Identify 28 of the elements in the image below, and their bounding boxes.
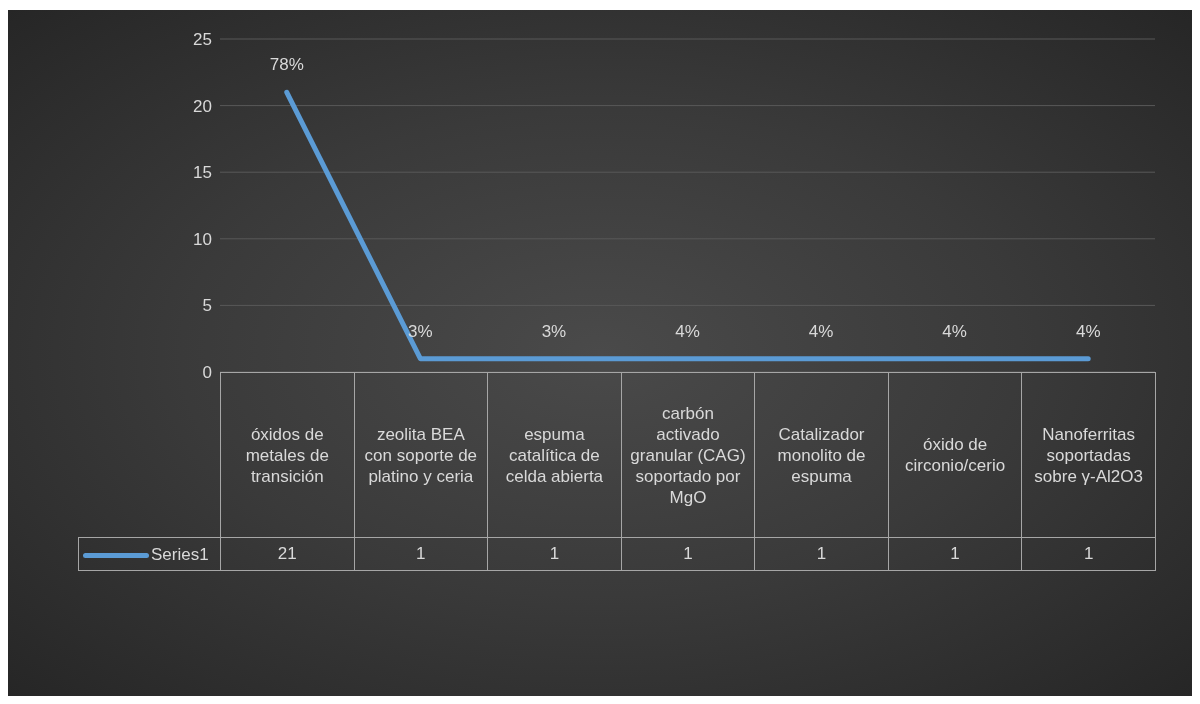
y-tick-label: 5	[202, 296, 212, 316]
legend-label: Series1	[151, 545, 209, 566]
data-label: 1	[354, 537, 488, 571]
x-tick-label: Nanoferritas soportadas sobre γ-Al2O3	[1021, 372, 1156, 538]
data-label: 1	[1021, 537, 1156, 571]
data-label: 21	[220, 537, 355, 571]
data-label: 1	[487, 537, 622, 571]
annotation: 4%	[1075, 321, 1101, 341]
data-label: 1	[754, 537, 889, 571]
annotation: 3%	[541, 321, 567, 341]
annotation: 4%	[808, 321, 834, 341]
y-tick-label: 15	[193, 163, 212, 183]
annotation: 3%	[408, 321, 433, 341]
annotation: 4%	[942, 321, 967, 341]
annotation: 78%	[269, 55, 304, 75]
data-label: 1	[888, 537, 1022, 571]
annotation: 4%	[675, 321, 700, 341]
y-tick-label: 25	[193, 30, 212, 50]
x-tick-label: carbón activado granular (CAG) soportado por MgO	[621, 372, 755, 538]
x-tick-label: Catalizador monolito de espuma	[754, 372, 889, 538]
y-tick-label: 0	[202, 363, 212, 383]
x-tick-label: espuma catalítica de celda abierta	[487, 372, 622, 538]
data-label: 1	[621, 537, 755, 571]
y-tick-label: 10	[193, 229, 212, 249]
x-tick-label: zeolita BEA con soporte de platino y ceria	[354, 372, 488, 538]
x-tick-label: óxido de circonio/cerio	[888, 372, 1022, 538]
x-tick-label: óxidos de metales de transición	[220, 372, 355, 538]
y-tick-label: 20	[193, 96, 212, 116]
